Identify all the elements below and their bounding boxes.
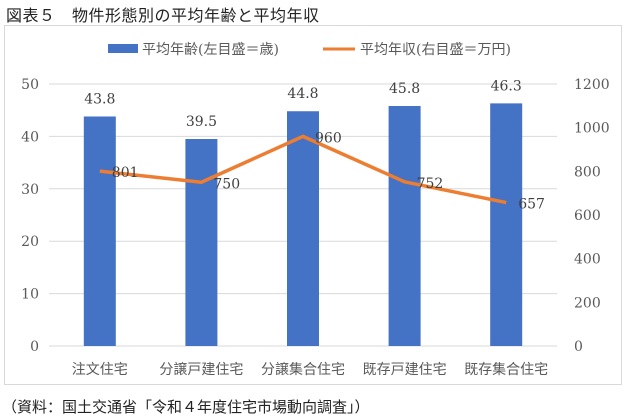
- bar-series-age: 43.8 39.5 44.8 45.8 46.3: [83, 78, 523, 347]
- right-axis-tick-label: 200: [574, 295, 601, 311]
- figure-title: 図表５ 物件形態別の平均年齢と平均年収: [6, 6, 320, 25]
- bar: [388, 106, 421, 347]
- bar-value-label: 45.8: [389, 81, 420, 97]
- right-axis-ticks: 0 200 400 600 800 1000 1200: [574, 77, 610, 355]
- line-value-label: 960: [315, 130, 342, 146]
- legend-bar-label: 平均年齢(左目盛＝歳): [142, 42, 279, 58]
- right-axis-tick-label: 1000: [574, 121, 610, 137]
- left-axis-ticks: 0 10 20 30 40 50: [21, 77, 39, 355]
- left-axis-tick-label: 10: [21, 287, 39, 303]
- left-axis-tick-label: 30: [21, 182, 39, 198]
- left-axis-tick-label: 20: [21, 234, 39, 250]
- combo-chart: 平均年齢(左目盛＝歳) 平均年収(右目盛＝万円) 0 10 20 30 40 50 0 20…: [21, 42, 610, 378]
- line-series-income: 801 750 960 752 657: [99, 130, 545, 213]
- right-axis-tick-label: 800: [574, 164, 601, 180]
- bar-value-label: 39.5: [186, 114, 217, 130]
- category-axis-labels: 注文住宅 分譲戸建住宅 分譲集合住宅 既存戸建住宅 既存集合住宅: [72, 361, 548, 378]
- bar-value-label: 46.3: [491, 78, 522, 94]
- left-axis-tick-label: 40: [21, 129, 39, 145]
- right-axis-tick-label: 600: [574, 208, 601, 224]
- category-label: 分譲戸建住宅: [159, 362, 243, 378]
- category-label: 注文住宅: [72, 362, 128, 378]
- bar: [287, 111, 319, 346]
- category-label: 既存集合住宅: [464, 361, 548, 378]
- left-axis-tick-label: 0: [30, 339, 39, 355]
- right-axis-tick-label: 1200: [574, 77, 610, 93]
- legend-line-label: 平均年収(右目盛＝万円): [360, 42, 511, 58]
- income-line: [99, 134, 507, 205]
- legend-bar-swatch-icon: [108, 44, 138, 53]
- bar-value-label: 44.8: [287, 86, 318, 102]
- bar: [83, 116, 116, 346]
- line-value-label: 752: [417, 176, 444, 192]
- category-label: 分譲集合住宅: [261, 361, 345, 378]
- left-axis-tick-label: 50: [21, 77, 39, 93]
- source-note: （資料：国土交通省「令和４年度住宅市場動向調査」）: [2, 398, 370, 416]
- right-axis-tick-label: 400: [574, 252, 601, 268]
- category-label: 既存戸建住宅: [363, 362, 447, 378]
- legend: 平均年齢(左目盛＝歳) 平均年収(右目盛＝万円): [108, 42, 511, 58]
- right-axis-tick-label: 0: [574, 339, 583, 355]
- bar: [490, 103, 523, 346]
- line-value-label: 657: [518, 197, 545, 213]
- bar: [185, 139, 218, 346]
- line-value-label: 801: [112, 165, 139, 181]
- chart-container: 平均年齢(左目盛＝歳) 平均年収(右目盛＝万円) 0 10 20 30 40 50 0 20…: [4, 25, 622, 385]
- bar-value-label: 43.8: [84, 91, 115, 107]
- line-value-label: 750: [213, 176, 240, 192]
